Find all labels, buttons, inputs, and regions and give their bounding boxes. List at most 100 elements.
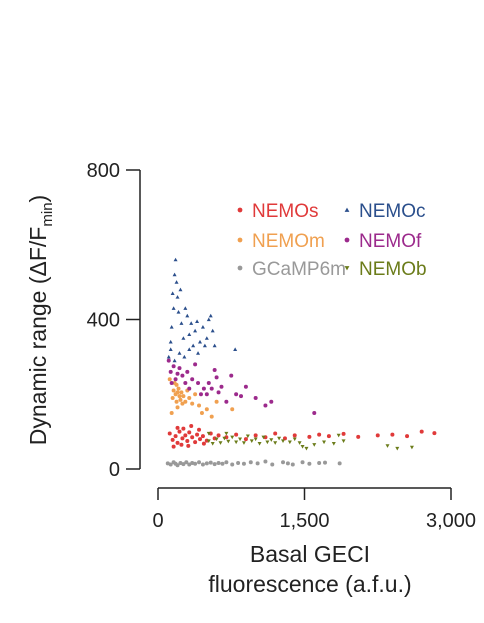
point-nemob [222, 436, 227, 441]
point-gcamp6m [270, 462, 275, 467]
point-nemos [197, 437, 202, 442]
point-nemof [193, 362, 198, 367]
point-nemoc [187, 347, 192, 351]
point-nemoc [197, 339, 202, 344]
point-nemob [277, 436, 282, 441]
point-nemob [281, 439, 286, 443]
point-nemos [173, 434, 178, 439]
legend-label-nemoc: NEMOc [359, 201, 426, 222]
point-nemob [265, 440, 270, 445]
point-nemom [179, 390, 184, 395]
y-axis-title-subscript: min [39, 202, 56, 226]
point-nemoc [166, 354, 171, 359]
point-nemoc [177, 351, 182, 355]
point-gcamp6m [212, 462, 217, 467]
point-nemos [307, 434, 312, 439]
point-gcamp6m [236, 461, 241, 466]
point-nemof [201, 386, 206, 391]
point-nemom [183, 399, 188, 404]
legend: NEMOs NEMOc NEMOm NEMOf GCaMP6m NEMOb [237, 201, 427, 280]
point-nemob [312, 443, 317, 447]
point-nemof [229, 373, 234, 378]
point-gcamp6m [168, 462, 173, 467]
point-nemos [201, 441, 206, 446]
point-nemoc [178, 287, 183, 292]
point-nemos [177, 429, 182, 434]
y-axis-title-close: ) [25, 195, 51, 203]
point-gcamp6m [220, 461, 225, 466]
legend-marker-nemoc [344, 207, 350, 212]
point-nemos [183, 433, 188, 438]
point-nemof [175, 371, 180, 376]
point-nemob [297, 441, 302, 445]
point-nemos [432, 431, 437, 436]
point-nemos [243, 437, 248, 442]
point-nemos [181, 426, 186, 431]
point-gcamp6m [285, 461, 290, 466]
point-gcamp6m [307, 461, 312, 466]
x-ticks: 0 1,500 3,000 [152, 488, 476, 532]
point-nemoc [212, 343, 217, 348]
point-nemof [206, 381, 211, 386]
point-nemob [261, 435, 266, 440]
point-nemom [209, 414, 214, 419]
point-gcamp6m [184, 460, 189, 465]
point-nemos [170, 437, 175, 442]
point-nemos [171, 444, 176, 449]
point-nemom [214, 399, 219, 404]
point-gcamp6m [175, 463, 180, 468]
point-nemof [253, 395, 258, 400]
point-nemoc [171, 306, 176, 310]
point-nemob [395, 446, 400, 451]
y-tick-label: 800 [87, 160, 120, 182]
point-gcamp6m [323, 460, 328, 465]
point-nemom [204, 407, 209, 412]
point-gcamp6m [337, 461, 342, 466]
point-nemos [405, 434, 410, 439]
point-nemos [187, 430, 192, 435]
point-nemoc [193, 328, 198, 333]
point-nemof [196, 381, 201, 386]
point-nemoc [191, 343, 196, 348]
point-nemob [241, 441, 246, 445]
point-nemob [249, 439, 254, 443]
point-nemob [224, 431, 229, 436]
legend-marker-nemof [344, 237, 350, 243]
point-gcamp6m [208, 460, 213, 465]
point-gcamp6m [216, 461, 221, 466]
point-nemof [169, 381, 174, 386]
point-nemof [166, 358, 171, 363]
point-nemos [175, 440, 180, 445]
point-nemob [230, 435, 235, 440]
point-nemob [292, 437, 297, 442]
point-nemoc [175, 295, 180, 299]
point-gcamp6m [248, 460, 253, 465]
point-nemom [175, 405, 180, 410]
point-nemom [176, 386, 181, 391]
point-nemob [245, 434, 250, 439]
point-nemoc [233, 347, 238, 351]
point-nemoc [185, 313, 190, 318]
point-nemoc [182, 354, 187, 359]
point-nemof [239, 394, 244, 399]
point-nemof [185, 369, 190, 374]
point-nemoc [179, 321, 184, 325]
legend-label-nemof: NEMOf [359, 231, 422, 252]
point-nemom [174, 382, 179, 387]
point-nemob [206, 431, 211, 436]
point-nemos [189, 424, 194, 429]
point-nemom [181, 394, 186, 399]
y-tick-label: 0 [109, 459, 120, 481]
point-nemoc [202, 343, 207, 348]
point-nemos [180, 436, 185, 441]
point-nemoc [170, 291, 175, 295]
point-nemob [331, 441, 336, 446]
point-nemob [210, 441, 215, 446]
point-gcamp6m [230, 462, 235, 467]
point-gcamp6m [204, 461, 209, 466]
point-nemoc [176, 310, 181, 314]
point-nemoc [208, 313, 213, 318]
y-tick-label: 400 [87, 310, 120, 332]
x-tick-label: 3,000 [426, 510, 476, 532]
point-nemob [214, 437, 219, 442]
